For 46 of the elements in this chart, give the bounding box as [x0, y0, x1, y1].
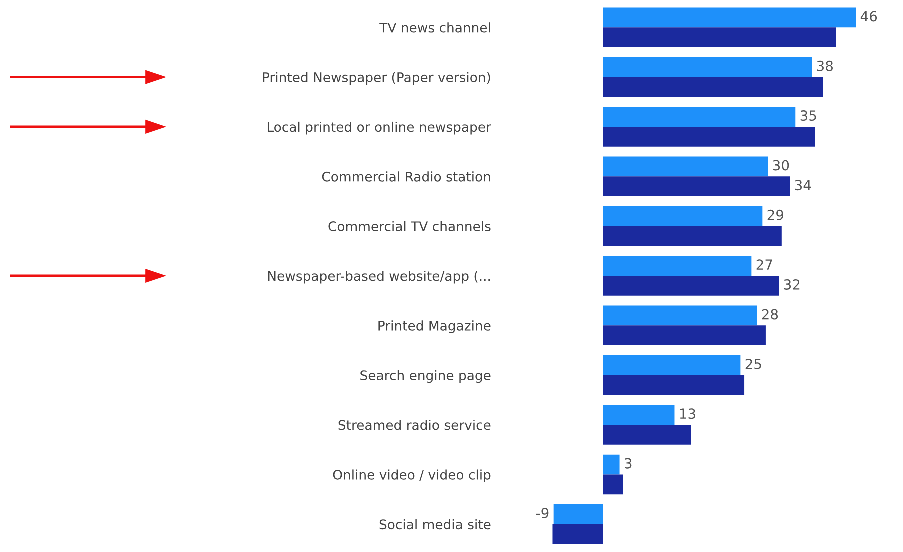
y-tick-label: Online video / video clip: [333, 470, 491, 482]
data-label: 35: [800, 110, 816, 122]
data-label: 28: [762, 309, 778, 320]
y-tick-label: Commercial TV channels: [328, 221, 491, 232]
bar: [603, 107, 796, 127]
data-label: -9: [536, 508, 549, 518]
y-tick-label: Search engine page: [360, 370, 491, 384]
bar: [603, 405, 675, 426]
data-label: 34: [795, 180, 812, 191]
bar: [603, 28, 836, 48]
data-label: 30: [773, 160, 790, 171]
y-tick-label: Streamed radio service: [338, 420, 491, 430]
data-label: 25: [746, 358, 762, 370]
data-label: 27: [756, 260, 772, 270]
data-label: 38: [817, 60, 834, 72]
bar: [603, 176, 790, 197]
bar: [603, 454, 620, 475]
bar: [603, 77, 824, 98]
bar: [603, 8, 856, 28]
bar: [552, 524, 604, 544]
bar: [603, 355, 741, 376]
bar: [603, 206, 763, 226]
bar: [603, 57, 812, 78]
bar: [603, 425, 692, 445]
data-label: 13: [680, 408, 696, 420]
y-tick-label: Local printed or online newspaper: [268, 122, 492, 135]
data-label: 32: [784, 279, 800, 290]
bar: [603, 375, 745, 396]
bar: [554, 504, 604, 524]
bar: [603, 474, 624, 495]
y-tick-label: Printed Magazine: [378, 320, 491, 334]
bar: [603, 326, 766, 346]
data-label: 46: [860, 11, 878, 22]
data-label: 29: [768, 210, 784, 220]
bar: [603, 156, 768, 177]
bar: [603, 256, 752, 276]
y-tick-label: Social media site: [380, 519, 491, 530]
y-tick-label: Commercial Radio station: [322, 172, 490, 182]
data-label: 3: [625, 458, 632, 469]
y-tick-label: TV news channel: [380, 22, 490, 33]
y-tick-label: Printed Newspaper (Paper version): [263, 72, 490, 86]
bar: [603, 306, 758, 326]
bar: [603, 226, 782, 246]
bar: [603, 276, 780, 296]
y-tick-label: Newspaper-based website/app (...: [268, 270, 490, 284]
bar: [603, 126, 816, 147]
